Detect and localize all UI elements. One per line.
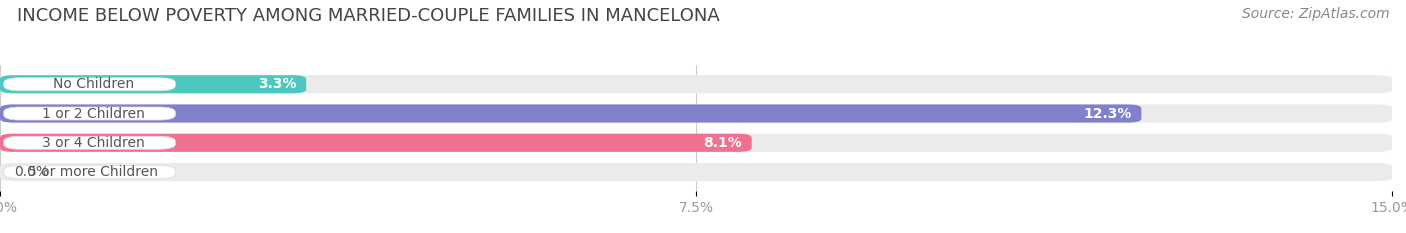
FancyBboxPatch shape: [4, 136, 176, 149]
FancyBboxPatch shape: [4, 78, 176, 91]
FancyBboxPatch shape: [0, 104, 1392, 123]
Text: 8.1%: 8.1%: [703, 136, 742, 150]
Text: 3 or 4 Children: 3 or 4 Children: [42, 136, 145, 150]
FancyBboxPatch shape: [4, 107, 176, 120]
FancyBboxPatch shape: [0, 134, 752, 152]
FancyBboxPatch shape: [4, 165, 176, 178]
Text: Source: ZipAtlas.com: Source: ZipAtlas.com: [1241, 7, 1389, 21]
FancyBboxPatch shape: [0, 134, 1392, 152]
FancyBboxPatch shape: [0, 104, 1142, 123]
Text: 3.3%: 3.3%: [259, 77, 297, 91]
Text: 5 or more Children: 5 or more Children: [28, 165, 159, 179]
Text: No Children: No Children: [52, 77, 134, 91]
Text: 0.0%: 0.0%: [14, 165, 49, 179]
FancyBboxPatch shape: [0, 75, 1392, 93]
FancyBboxPatch shape: [0, 75, 307, 93]
FancyBboxPatch shape: [0, 163, 1392, 181]
Text: INCOME BELOW POVERTY AMONG MARRIED-COUPLE FAMILIES IN MANCELONA: INCOME BELOW POVERTY AMONG MARRIED-COUPL…: [17, 7, 720, 25]
Text: 1 or 2 Children: 1 or 2 Children: [42, 106, 145, 120]
Text: 12.3%: 12.3%: [1084, 106, 1132, 120]
